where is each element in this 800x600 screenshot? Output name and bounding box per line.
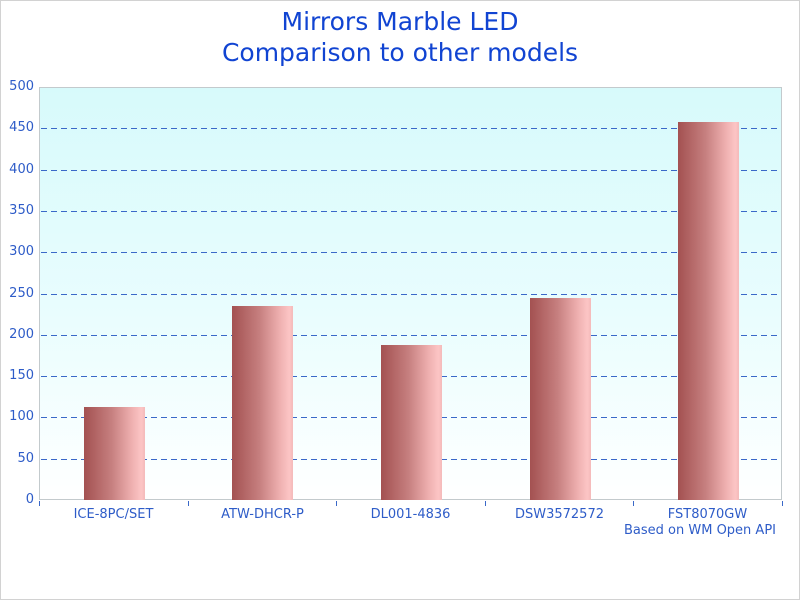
- y-axis-label: 400: [9, 161, 34, 177]
- y-axis-label: 450: [9, 120, 34, 136]
- axis-tick: [633, 501, 634, 506]
- x-axis-label: DSW3572572: [514, 507, 604, 522]
- x-axis-label: DL001-4836: [370, 507, 451, 522]
- y-axis-label: 50: [17, 450, 34, 466]
- axis-tick: [485, 501, 486, 506]
- bar-FST8070GW: [678, 122, 739, 500]
- y-axis-label: 350: [9, 202, 34, 218]
- gridline: [41, 169, 780, 171]
- y-axis-label: 0: [25, 492, 34, 507]
- bar-DL001-4836: [381, 345, 442, 500]
- y-axis-label: 300: [9, 244, 34, 260]
- bar-DSW3572572: [530, 298, 591, 500]
- gridline: [41, 293, 780, 295]
- chart-title-line2: Comparison to other models: [221, 38, 579, 67]
- y-axis-label: 250: [9, 285, 34, 301]
- y-axis-label: 100: [9, 409, 34, 425]
- axis-tick: [39, 501, 40, 506]
- y-axis-label: 150: [9, 368, 34, 384]
- axis-tick: [188, 501, 189, 506]
- gridline: [41, 128, 780, 130]
- chart-title-line1: Mirrors Marble LED: [281, 7, 519, 36]
- chart-title: Mirrors Marble LED Comparison to other m…: [1, 6, 799, 68]
- plot-area: [39, 87, 782, 500]
- bar-ATW-DHCR-P: [232, 306, 293, 500]
- y-axis-label: 200: [9, 326, 34, 342]
- gridline: [41, 334, 780, 336]
- axis-tick: [782, 501, 783, 506]
- y-axis-label: 500: [9, 79, 34, 94]
- footer-annotation: Based on WM Open API: [624, 523, 776, 538]
- gridline: [41, 252, 780, 254]
- x-axis-label: FST8070GW: [667, 507, 748, 522]
- gridline: [41, 210, 780, 212]
- bar-ICE-8PC/SET: [84, 407, 145, 500]
- x-axis-label: ICE-8PC/SET: [73, 507, 154, 522]
- axis-tick: [336, 501, 337, 506]
- x-axis-label: ATW-DHCR-P: [221, 507, 304, 522]
